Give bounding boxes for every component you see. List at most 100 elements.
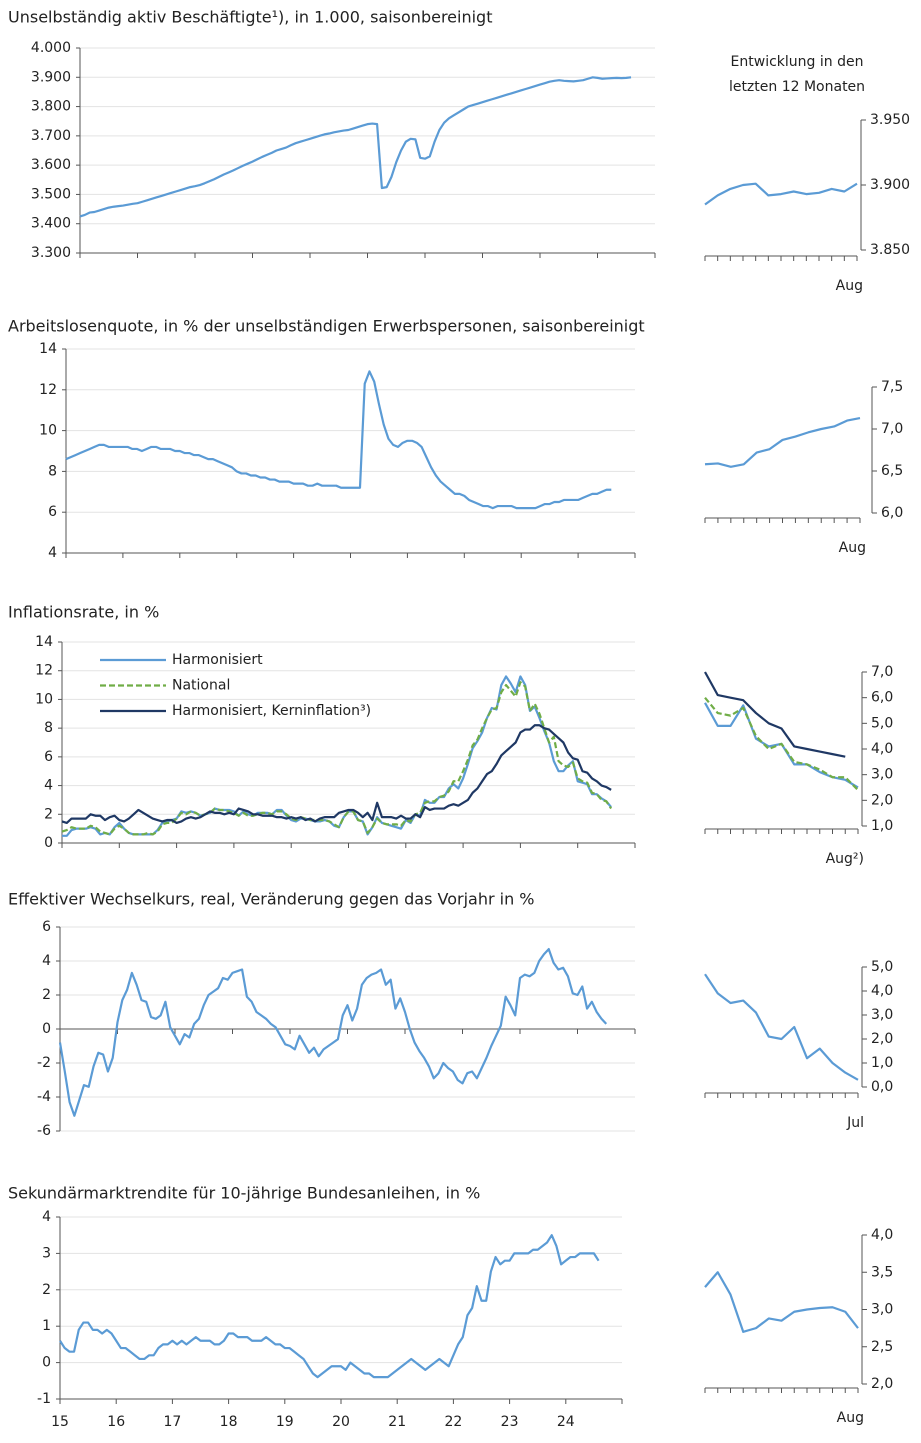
y-tick-label: 12 (35, 663, 53, 679)
y-tick-label: 0,0 (871, 1079, 893, 1095)
y-tick-label: 3,0 (871, 1007, 893, 1023)
y-tick-label: 7,5 (881, 379, 903, 395)
x-tick-label: 17 (163, 1414, 181, 1430)
x-tick-label: Jul (846, 1115, 864, 1131)
y-tick-label: 5,0 (871, 715, 893, 731)
y-tick-label: 3.500 (31, 186, 71, 202)
y-tick-label: 8 (48, 463, 57, 479)
y-tick-label: 1,0 (871, 818, 893, 834)
x-tick-label: Aug (839, 540, 866, 556)
y-tick-label: 5,0 (871, 959, 893, 975)
y-tick-label: 4.000 (31, 40, 71, 56)
y-tick-label: 10 (39, 423, 57, 439)
chart-title: Arbeitslosenquote, in % der unselbständi… (8, 317, 645, 336)
y-tick-label: -6 (37, 1123, 51, 1139)
y-tick-label: 3.850 (870, 242, 910, 258)
series-line (65, 370, 612, 510)
y-tick-label: 4 (42, 953, 51, 969)
y-tick-label: 6,0 (881, 505, 903, 521)
y-tick-label: -1 (37, 1391, 51, 1407)
x-tick-label: 21 (388, 1414, 406, 1430)
y-tick-label: 14 (39, 341, 57, 357)
chart-title: Inflationsrate, in % (8, 603, 159, 622)
y-tick-label: 4 (48, 545, 57, 561)
chart-title: Effektiver Wechselkurs, real, Veränderun… (8, 890, 535, 909)
legend-label: Harmonisiert (172, 652, 263, 668)
y-tick-label: 0 (44, 835, 53, 851)
series-line (704, 1271, 859, 1333)
series-line (704, 696, 859, 791)
inset-heading: Entwicklung in den (731, 54, 864, 70)
y-tick-label: 3.800 (31, 99, 71, 115)
y-tick-label: 6 (42, 919, 51, 935)
y-tick-label: 3,0 (871, 1302, 893, 1318)
y-tick-label: 10 (35, 691, 53, 707)
y-tick-label: 2,0 (871, 792, 893, 808)
y-tick-label: 3.900 (31, 69, 71, 85)
y-tick-label: -2 (37, 1055, 51, 1071)
series-line (62, 675, 612, 837)
chart-title: Sekundärmarktrendite für 10-jährige Bund… (8, 1184, 480, 1203)
y-tick-label: -4 (37, 1089, 51, 1105)
series-line (79, 76, 632, 218)
x-tick-label: Aug (837, 1410, 864, 1426)
y-tick-label: 3.400 (31, 216, 71, 232)
chart-title: Unselbständig aktiv Beschäftigte¹), in 1… (8, 8, 492, 27)
y-tick-label: 4 (42, 1209, 51, 1225)
series-line (704, 182, 858, 206)
series-line (59, 1234, 600, 1379)
x-tick-label: 18 (220, 1414, 238, 1430)
y-tick-label: 2,5 (871, 1339, 893, 1355)
x-tick-label: 19 (276, 1414, 294, 1430)
series-line (61, 724, 612, 824)
x-tick-label: 16 (107, 1414, 125, 1430)
x-tick-label: 24 (557, 1414, 575, 1430)
series-line (704, 417, 861, 468)
y-tick-label: 7,0 (871, 664, 893, 680)
y-tick-label: 0 (42, 1355, 51, 1371)
x-tick-label: 22 (444, 1414, 462, 1430)
y-tick-label: 7,0 (881, 421, 903, 437)
series-line (704, 973, 859, 1081)
y-tick-label: 0 (42, 1021, 51, 1037)
y-tick-label: 4,0 (871, 1227, 893, 1243)
y-tick-label: 4,0 (871, 741, 893, 757)
y-tick-label: 3.900 (870, 177, 910, 193)
x-tick-label: 20 (332, 1414, 350, 1430)
y-tick-label: 2 (42, 1282, 51, 1298)
y-tick-label: 3.300 (31, 245, 71, 261)
y-tick-label: 2 (42, 987, 51, 1003)
y-tick-label: 3.950 (870, 112, 910, 128)
series-line (704, 671, 846, 758)
series-line (61, 681, 613, 836)
x-tick-label: 23 (501, 1414, 519, 1430)
y-tick-label: 3.600 (31, 157, 71, 173)
y-tick-label: 8 (44, 720, 53, 736)
y-tick-label: 6,0 (871, 690, 893, 706)
y-tick-label: 4,0 (871, 983, 893, 999)
legend-label: Harmonisiert, Kerninflation³) (172, 703, 371, 719)
y-tick-label: 6,5 (881, 463, 903, 479)
y-tick-label: 6 (44, 749, 53, 765)
y-tick-label: 14 (35, 634, 53, 650)
x-tick-label: Aug²) (826, 851, 864, 867)
y-tick-label: 2 (44, 806, 53, 822)
y-tick-label: 12 (39, 382, 57, 398)
x-tick-label: 15 (51, 1414, 69, 1430)
y-tick-label: 6 (48, 504, 57, 520)
y-tick-label: 3 (42, 1245, 51, 1261)
series-line (58, 948, 608, 1117)
y-tick-label: 3,5 (871, 1264, 893, 1280)
legend-label: National (172, 678, 230, 694)
y-tick-label: 2,0 (871, 1031, 893, 1047)
y-tick-label: 4 (44, 778, 53, 794)
x-tick-label: Aug (836, 278, 863, 294)
y-tick-label: 1 (42, 1318, 51, 1334)
inset-heading: letzten 12 Monaten (729, 79, 865, 95)
y-tick-label: 2,0 (871, 1376, 893, 1392)
y-tick-label: 3.700 (31, 128, 71, 144)
y-tick-label: 3,0 (871, 767, 893, 783)
y-tick-label: 1,0 (871, 1055, 893, 1071)
